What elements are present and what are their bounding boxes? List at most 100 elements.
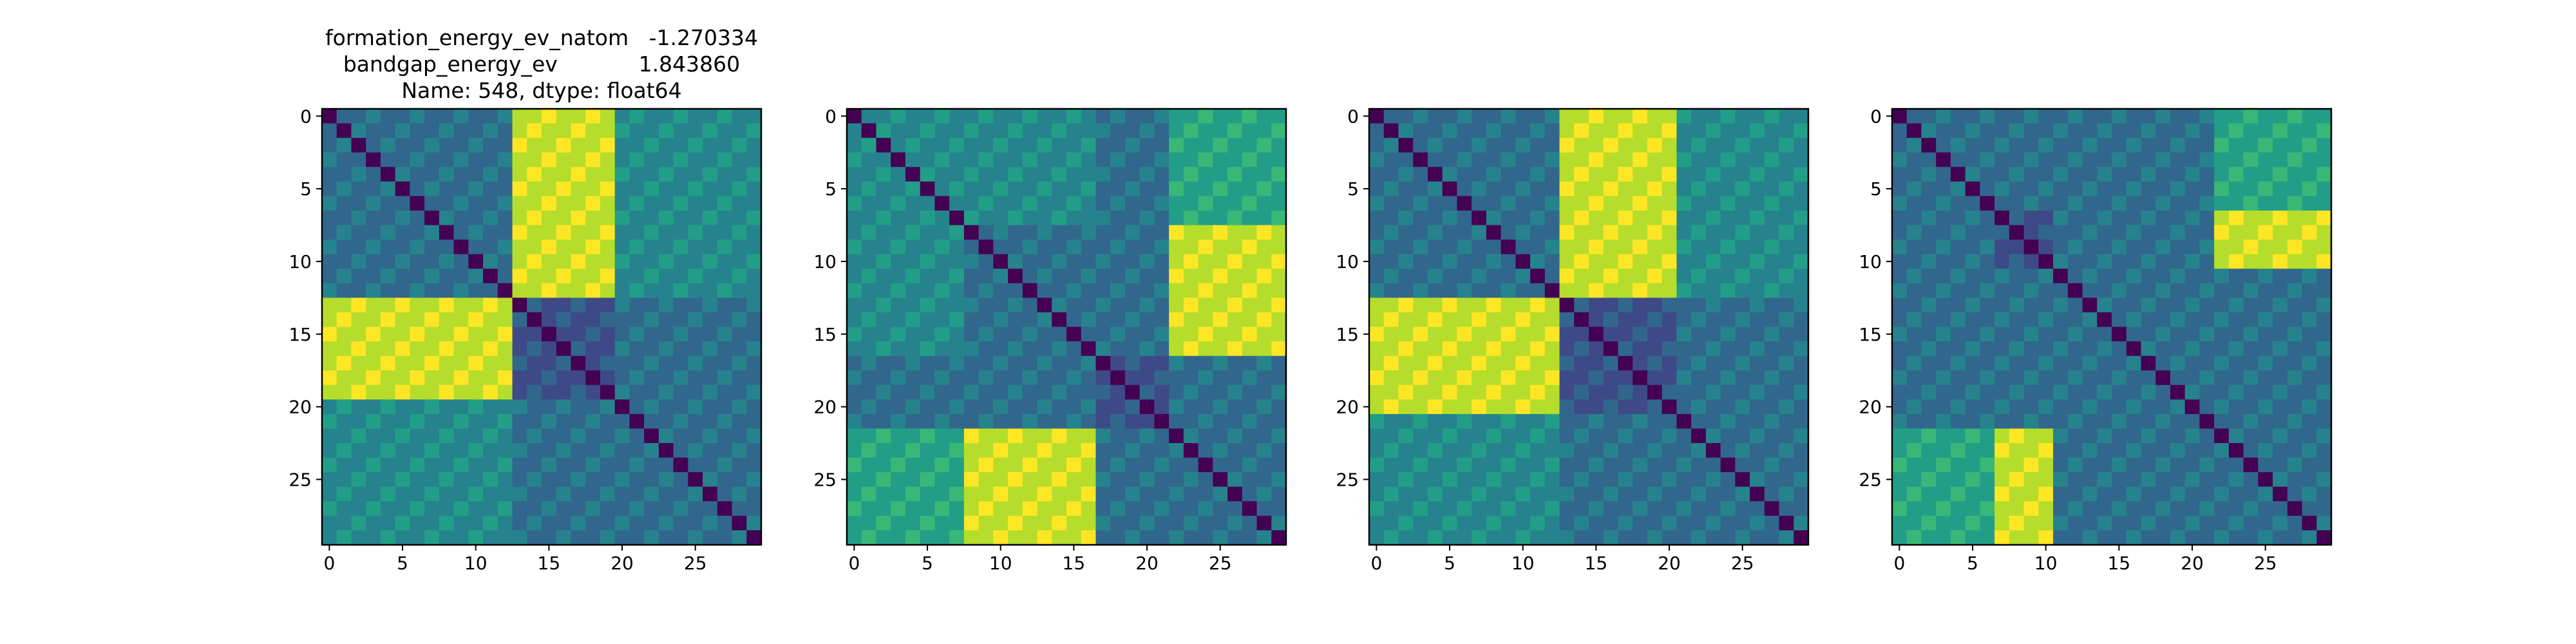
- heatmap-cell: [497, 225, 513, 240]
- heatmap-cell: [1242, 298, 1258, 313]
- heatmap-cell: [1198, 530, 1213, 545]
- heatmap-cell: [1413, 486, 1428, 502]
- heatmap-cell: [1892, 269, 1908, 284]
- heatmap-cell: [424, 486, 440, 502]
- heatmap-cell: [2199, 486, 2215, 502]
- heatmap-cell: [1008, 515, 1023, 531]
- heatmap-cell: [2228, 138, 2244, 153]
- heatmap-cell: [2009, 399, 2025, 415]
- x-tick-label: 0: [1893, 553, 1905, 574]
- heatmap-cell: [1559, 240, 1575, 255]
- heatmap-cell: [1980, 486, 1995, 502]
- heatmap-cell: [614, 240, 630, 255]
- heatmap-cell: [1008, 196, 1023, 211]
- heatmap-cell: [1081, 370, 1097, 386]
- heatmap-cell: [439, 167, 455, 182]
- heatmap-cell: [1066, 181, 1082, 196]
- y-tick-label: 5: [1347, 178, 1359, 200]
- heatmap-cell: [1750, 138, 1765, 153]
- heatmap-cell: [395, 501, 410, 516]
- heatmap-cell: [424, 196, 440, 211]
- heatmap-cell: [644, 341, 659, 357]
- heatmap-cell: [1603, 109, 1619, 124]
- heatmap-cell: [2155, 443, 2171, 459]
- heatmap-cell: [1169, 240, 1184, 255]
- heatmap-cell: [1691, 530, 1707, 545]
- heatmap-cell: [934, 225, 950, 240]
- heatmap-cell: [905, 181, 921, 196]
- heatmap-cell: [1921, 501, 1937, 516]
- heatmap-cell: [410, 196, 425, 211]
- heatmap-cell: [1735, 443, 1750, 459]
- heatmap-cell: [1544, 327, 1560, 342]
- heatmap-cell: [1472, 152, 1487, 167]
- heatmap-cell: [2243, 457, 2259, 473]
- heatmap-cell: [1066, 457, 1082, 473]
- heatmap-cell: [2273, 515, 2288, 531]
- heatmap-cell: [1227, 501, 1243, 516]
- heatmap-cell: [453, 341, 469, 357]
- heatmap-cell: [1633, 327, 1648, 342]
- heatmap-cell: [1794, 167, 1809, 182]
- heatmap-cell: [2038, 225, 2054, 240]
- heatmap-cell: [1052, 196, 1067, 211]
- heatmap-cell: [1720, 443, 1736, 459]
- heatmap-cell: [1457, 225, 1472, 240]
- heatmap-cell: [1198, 457, 1213, 473]
- heatmap-cell: [380, 486, 396, 502]
- heatmap-cell: [1603, 515, 1619, 531]
- heatmap-cell: [542, 399, 557, 415]
- heatmap-cell: [934, 138, 950, 153]
- heatmap-cell: [1213, 428, 1228, 444]
- heatmap-cell: [1052, 240, 1067, 255]
- heatmap-cell: [571, 413, 586, 430]
- heatmap-cell: [1183, 501, 1199, 516]
- heatmap-cell: [1213, 109, 1228, 124]
- heatmap-cell: [1037, 240, 1052, 255]
- heatmap-cell: [322, 384, 337, 400]
- heatmap-cell: [847, 428, 862, 444]
- heatmap-cell: [2067, 443, 2083, 459]
- heatmap-cell: [2126, 428, 2142, 444]
- heatmap-cell: [571, 472, 586, 488]
- heatmap-cell: [1794, 341, 1809, 357]
- heatmap-cell: [746, 472, 762, 488]
- heatmap-cell: [1720, 515, 1736, 531]
- heatmap-cell: [1427, 355, 1443, 371]
- heatmap-cell: [497, 486, 513, 502]
- heatmap-cell: [1227, 413, 1243, 430]
- heatmap-cell: [1271, 384, 1287, 400]
- heatmap-cell: [2316, 413, 2332, 430]
- heatmap-cell: [468, 181, 484, 196]
- heatmap-cell: [1413, 269, 1428, 284]
- heatmap-cell: [847, 413, 862, 430]
- heatmap-cell: [410, 210, 425, 226]
- heatmap-cell: [1936, 384, 1951, 400]
- heatmap-cell: [1110, 370, 1126, 386]
- heatmap-cell: [1618, 501, 1633, 516]
- heatmap-cell: [512, 384, 527, 400]
- heatmap-cell: [395, 515, 410, 531]
- heatmap-cell: [2214, 413, 2230, 430]
- heatmap-cell: [1794, 123, 1809, 138]
- heatmap-cell: [2287, 515, 2303, 531]
- heatmap-cell: [1413, 283, 1428, 298]
- heatmap-cell: [2155, 355, 2171, 371]
- heatmap-cell: [963, 413, 980, 430]
- heatmap-cell: [600, 225, 616, 240]
- heatmap-cell: [876, 413, 891, 430]
- heatmap-cell: [1530, 269, 1546, 284]
- heatmap-cell: [614, 254, 630, 269]
- heatmap-cell: [2082, 312, 2098, 328]
- chart-title: bandgap_energy_ev 1.843860: [343, 52, 740, 77]
- heatmap-cell: [703, 501, 718, 516]
- heatmap-cell: [1794, 501, 1809, 516]
- heatmap-cell: [688, 399, 703, 415]
- heatmap-cell: [1457, 384, 1472, 400]
- heatmap-cell: [1066, 428, 1082, 444]
- heatmap-cell: [703, 472, 718, 488]
- heatmap-cell: [1589, 167, 1604, 182]
- heatmap-cell: [891, 341, 906, 357]
- heatmap-cell: [1994, 327, 2010, 342]
- heatmap-cell: [1242, 530, 1258, 545]
